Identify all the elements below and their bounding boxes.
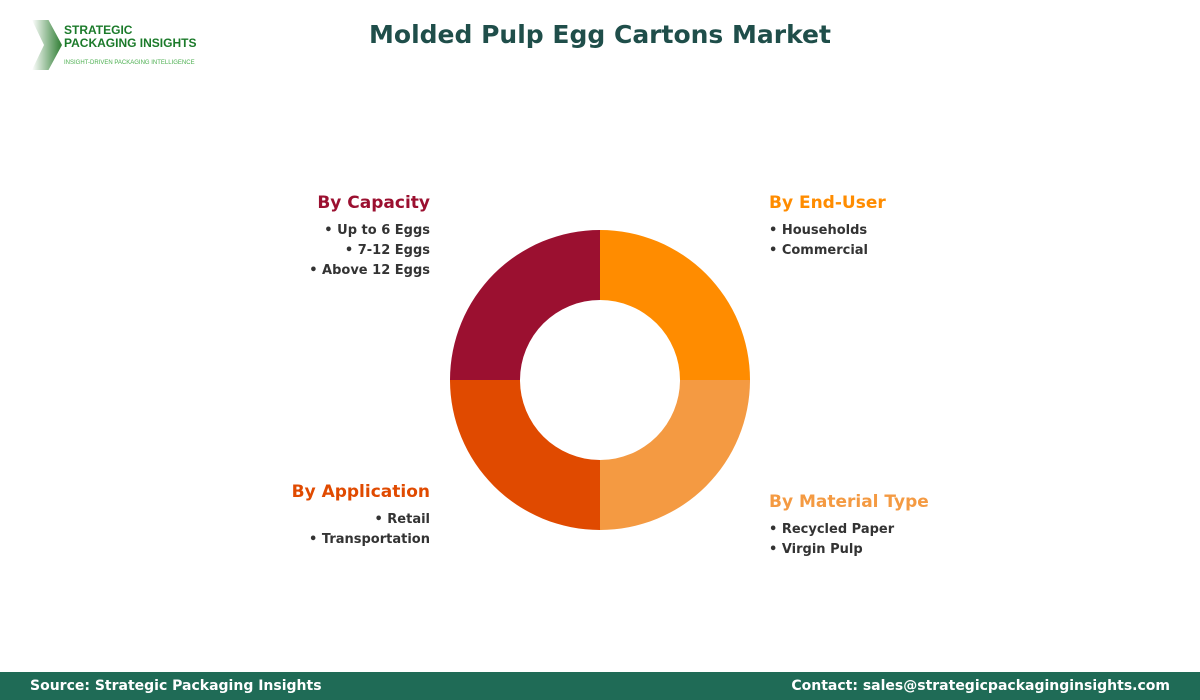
list-item: • 7-12 Eggs: [344, 243, 430, 258]
logo-text: STRATEGIC PACKAGING INSIGHTS: [64, 23, 197, 50]
donut-segment-application: [450, 380, 600, 530]
donut-segment-end-user: [600, 230, 750, 380]
segment-capacity: By Capacity • Up to 6 Eggs • 7-12 Eggs •…: [309, 193, 430, 281]
list-item: • Households: [769, 223, 868, 238]
donut-segment-material-type: [600, 380, 750, 530]
logo-tagline: INSIGHT-DRIVEN PACKAGING INTELLIGENCE: [64, 60, 195, 66]
segment-material-type: By Material Type • Recycled Paper • Virg…: [769, 492, 929, 560]
list-item: • Recycled Paper: [769, 522, 895, 537]
list-item: • Virgin Pulp: [769, 542, 863, 557]
logo: STRATEGIC PACKAGING INSIGHTS INSIGHT-DRIV…: [32, 20, 212, 72]
list-item: • Transportation: [309, 532, 430, 547]
segment-end-user: By End-User • Households • Commercial: [769, 193, 886, 261]
source-text: Source: Strategic Packaging Insights: [30, 678, 322, 694]
contact-text: Contact: sales@strategicpackaginginsight…: [791, 678, 1170, 694]
list-item: • Retail: [374, 512, 430, 527]
list-item: • Commercial: [769, 243, 869, 258]
segment-title: By Material Type: [769, 492, 929, 512]
segment-title: By Application: [291, 482, 430, 502]
footer: Source: Strategic Packaging Insights Con…: [0, 672, 1200, 700]
segment-title: By Capacity: [317, 193, 430, 213]
donut-segment-capacity: [450, 230, 600, 380]
list-item: • Above 12 Eggs: [309, 263, 430, 278]
segment-application: By Application • Retail • Transportation: [292, 482, 430, 550]
page-title: Molded Pulp Egg Cartons Market: [369, 20, 831, 49]
segment-title: By End-User: [769, 193, 886, 213]
list-item: • Up to 6 Eggs: [324, 223, 430, 238]
